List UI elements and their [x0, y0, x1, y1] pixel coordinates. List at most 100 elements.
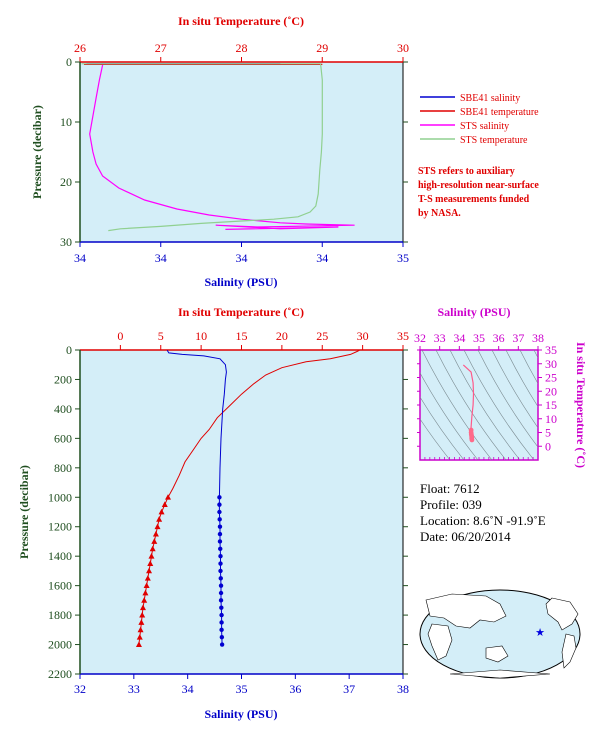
float-location-marker: ★ — [535, 626, 545, 639]
bottom-pres-tick-label: 1400 — [48, 549, 72, 563]
ts-temp-tick-label: 35 — [545, 343, 557, 357]
top-pres-axis-label: Pressure (decibar) — [30, 105, 44, 199]
ts-contour-line — [420, 372, 479, 460]
temperature-sample-point — [161, 501, 168, 508]
bottom-pres-tick-label: 2000 — [48, 638, 72, 652]
legend-label: SBE41 salinity — [460, 93, 520, 104]
ts-contour-line — [491, 350, 538, 429]
ts-contour-line — [477, 350, 538, 448]
ts-sal-tick-label: 34 — [453, 331, 465, 345]
float-id: Float: 7612 — [420, 481, 480, 496]
top-pres-tick-label: 30 — [60, 235, 72, 249]
temperature-sample-point — [148, 552, 155, 559]
temperature-sample-point — [137, 626, 144, 633]
top-sal-tick-label: 35 — [397, 251, 409, 265]
ts-contour-line — [420, 396, 465, 460]
ts-density-contours — [420, 350, 538, 460]
bottom-series-sbe41-salinity — [166, 350, 227, 645]
salinity-sample-point — [218, 561, 223, 566]
bottom-pres-tick-label: 800 — [54, 461, 72, 475]
bottom-sal-axis-label: Salinity (PSU) — [204, 707, 277, 721]
ts-temp-tick-label: 20 — [545, 384, 557, 398]
bottom-sal-tick-label: 38 — [397, 682, 409, 696]
salinity-sample-point — [217, 539, 223, 544]
sts-note: STS refers to auxiliary high-resolution n… — [418, 166, 539, 219]
map-africa — [427, 623, 453, 661]
salinity-sample-point — [218, 590, 224, 596]
salinity-sample-point — [217, 509, 222, 515]
bottom-temp-tick-label: 15 — [236, 329, 248, 343]
temperature-sample-point — [152, 530, 159, 537]
profile-number: Profile: 039 — [420, 497, 482, 512]
top-pres-tick-label: 0 — [66, 55, 72, 69]
top-sal-axis-label: Salinity (PSU) — [204, 275, 277, 289]
top-temp-tick-label: 30 — [397, 41, 409, 55]
sts-note-line: STS refers to auxiliary — [418, 166, 515, 177]
float-info: Float: 7612 Profile: 039 Location: 8.6˚N… — [420, 481, 546, 544]
ts-sample-point — [469, 437, 475, 443]
ts-sal-tick-label: 32 — [414, 331, 426, 345]
bottom-pres-tick-label: 2200 — [48, 667, 72, 681]
bottom-pres-tick-label: 1600 — [48, 579, 72, 593]
salinity-sample-point — [218, 576, 223, 581]
bottom-temp-axis-label: In situ Temperature (˚C) — [178, 305, 304, 319]
salinity-sample-point — [217, 524, 223, 529]
top-temp-tick-label: 26 — [74, 41, 86, 55]
ts-series — [462, 364, 475, 443]
top-temp-axis-label: In situ Temperature (˚C) — [178, 14, 304, 28]
ts-temp-tick-label: 0 — [545, 439, 551, 453]
map-australia — [485, 645, 509, 663]
legend-label: STS temperature — [460, 135, 528, 146]
bottom-pres-tick-label: 400 — [54, 402, 72, 416]
temperature-sample-point — [138, 619, 145, 625]
ts-temp-tick-label: 5 — [545, 426, 551, 440]
top-temp-tick-label: 28 — [236, 41, 248, 55]
salinity-sample-point — [219, 642, 225, 647]
ts-contour-line — [519, 350, 538, 385]
top-legend: SBE41 salinity SBE41 temperature STS salin… — [420, 93, 539, 146]
ts-sal-tick-label: 38 — [532, 331, 544, 345]
salinity-sample-point — [217, 495, 222, 500]
ts-temp-tick-label: 25 — [545, 371, 557, 385]
top-series-sts-salinity — [89, 64, 355, 230]
sts-note-line: by NASA. — [418, 208, 461, 219]
temperature-sample-point — [142, 589, 149, 596]
bottom-sal-tick-label: 37 — [343, 682, 355, 696]
bottom-pres-tick-label: 1000 — [48, 490, 72, 504]
bottom-sal-tick-label: 34 — [182, 682, 194, 696]
ts-contour-line — [420, 418, 451, 460]
ts-temp-tick-label: 15 — [545, 398, 557, 412]
bottom-plot-area — [79, 349, 404, 675]
temperature-sample-point — [147, 560, 154, 566]
temperature-sample-point — [143, 582, 150, 589]
salinity-sample-point — [217, 502, 222, 507]
salinity-sample-point — [217, 531, 223, 537]
sts-note-line: T-S measurements funded — [418, 194, 530, 205]
ts-contour-line — [463, 350, 535, 460]
top-series-sts-temperature — [81, 63, 323, 232]
bottom-sal-tick-label: 35 — [236, 682, 248, 696]
temperature-sample-point — [165, 494, 172, 500]
top-sal-tick-label: 34 — [316, 251, 328, 265]
ts-sal-tick-label: 36 — [493, 331, 505, 345]
bottom-axis-ticks: 0 5 10 15 20 25 30 35 32 33 34 35 36 37 38 0 200 400 600 80… — [48, 329, 409, 696]
temperature-sample-point — [151, 538, 158, 544]
top-pres-tick-label: 10 — [60, 115, 72, 129]
top-sal-tick-label: 34 — [236, 251, 248, 265]
ts-contour-line — [505, 350, 538, 408]
top-temp-tick-label: 29 — [316, 41, 328, 55]
salinity-sample-point — [217, 517, 222, 522]
temperature-sample-point — [158, 508, 165, 515]
ts-sal-tick-label: 35 — [473, 331, 485, 345]
temperature-sample-point — [139, 604, 146, 611]
temperature-sample-point — [154, 523, 161, 530]
salinity-sample-point — [219, 620, 224, 625]
salinity-sample-point — [218, 568, 223, 574]
map-north-america — [545, 597, 579, 631]
temperature-sample-point — [136, 633, 143, 640]
salinity-sample-point — [219, 612, 224, 618]
float-location: Location: 8.6˚N -91.9˚E — [420, 513, 546, 528]
